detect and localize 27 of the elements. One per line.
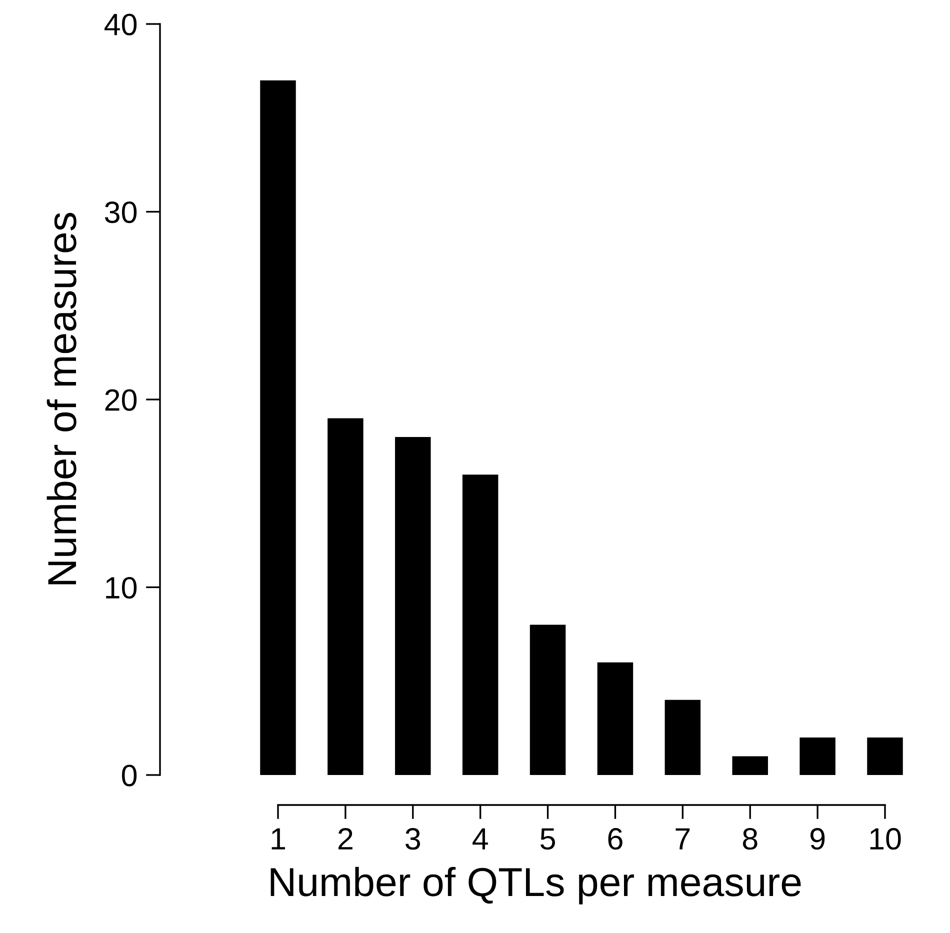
y-tick-label: 40	[104, 14, 137, 36]
bar	[260, 80, 296, 775]
x-tick-label: 10	[870, 828, 901, 850]
y-axis-title: Number of measures	[46, 212, 76, 584]
x-tick-label: 7	[676, 828, 690, 850]
y-tick-label: 30	[104, 201, 137, 224]
x-tick-label: 2	[338, 828, 352, 850]
x-tick-label: 8	[742, 828, 758, 850]
x-tick-label: 3	[406, 828, 420, 850]
bar	[664, 700, 701, 775]
y-tick-label: 10	[106, 576, 137, 599]
bar	[867, 737, 903, 775]
bar	[597, 662, 634, 775]
bar	[395, 437, 431, 775]
bar	[530, 624, 566, 775]
x-tick-label: 4	[472, 828, 488, 850]
bar	[800, 737, 836, 775]
bar	[462, 474, 498, 775]
x-tick-label: 1	[272, 828, 286, 850]
x-axis-title: Number of QTLs per measure	[270, 866, 801, 904]
y-tick-label: 20	[105, 389, 137, 411]
bar	[328, 418, 364, 775]
bar	[732, 756, 768, 775]
x-tick-label: 5	[540, 828, 555, 850]
x-tick-label: 9	[810, 828, 825, 850]
y-tick-label: 0	[122, 764, 137, 786]
x-tick-label: 6	[608, 828, 622, 850]
